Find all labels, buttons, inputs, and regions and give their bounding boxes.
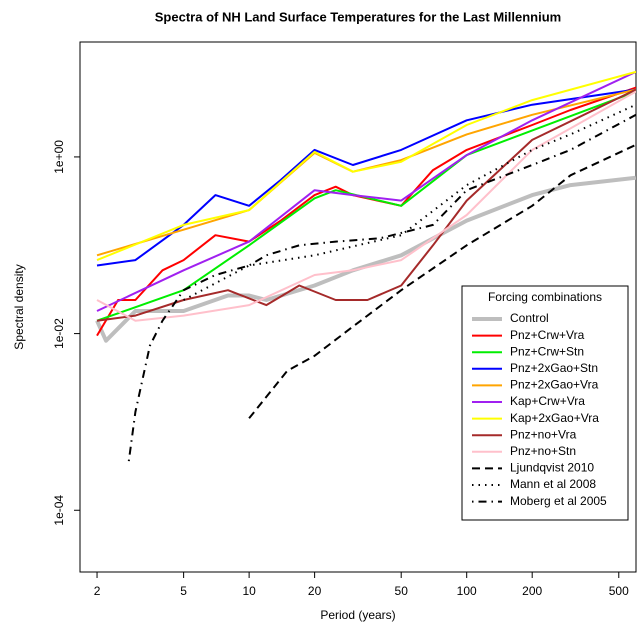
x-tick-label: 2 (94, 584, 101, 598)
series-line (96, 86, 636, 337)
legend-label: Pnz+2xGao+Vra (510, 378, 599, 392)
legend-title: Forcing combinations (488, 290, 602, 304)
legend-label: Pnz+no+Stn (510, 444, 576, 458)
series-line (248, 143, 636, 419)
series-line (96, 88, 636, 267)
series-line (96, 90, 636, 322)
series-line (183, 103, 636, 301)
series-line (95, 175, 636, 343)
series-line (96, 70, 636, 262)
legend-label: Pnz+no+Vra (510, 427, 577, 441)
x-axis-label: Period (years) (320, 608, 395, 622)
legend-label: Kap+2xGao+Vra (510, 411, 599, 425)
x-tick-label: 200 (522, 584, 542, 598)
legend-label: Ljundqvist 2010 (510, 461, 594, 475)
legend-label: Moberg et al 2005 (510, 494, 607, 508)
legend-label: Mann et al 2008 (510, 477, 596, 491)
y-tick-label: 1e+00 (52, 140, 66, 174)
legend-label: Pnz+Crw+Stn (510, 344, 584, 358)
x-tick-label: 20 (308, 584, 322, 598)
x-tick-label: 10 (242, 584, 256, 598)
legend-label: Pnz+2xGao+Stn (510, 361, 598, 375)
series-line (127, 113, 636, 462)
chart-title: Spectra of NH Land Surface Temperatures … (155, 9, 561, 24)
series-line (96, 70, 636, 312)
x-tick-label: 100 (457, 584, 477, 598)
y-tick-label: 1e-04 (52, 495, 66, 526)
y-axis-label: Spectral density (12, 264, 26, 349)
legend-label: Control (510, 311, 549, 325)
x-tick-label: 500 (609, 584, 629, 598)
legend-label: Kap+Crw+Vra (510, 394, 585, 408)
x-tick-label: 50 (395, 584, 409, 598)
legend-label: Pnz+Crw+Vra (510, 328, 585, 342)
x-tick-label: 5 (180, 584, 187, 598)
series-line (96, 88, 636, 257)
plot-frame (79, 41, 637, 573)
y-tick-label: 1e-02 (52, 318, 66, 349)
